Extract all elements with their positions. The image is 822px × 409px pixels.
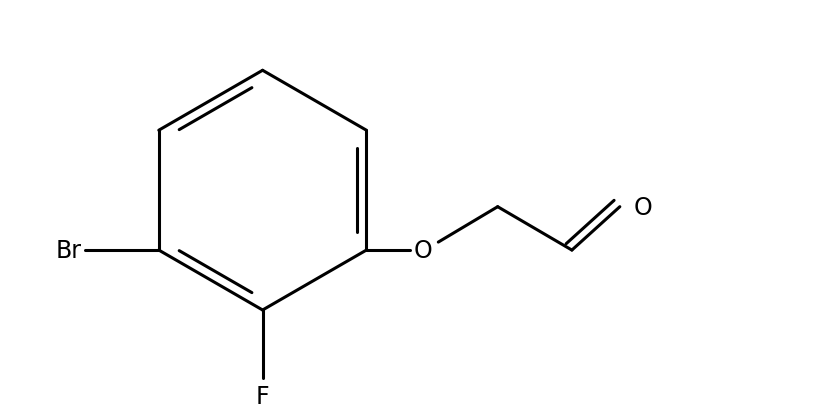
- Text: F: F: [256, 384, 270, 408]
- Text: O: O: [414, 238, 433, 263]
- Text: Br: Br: [55, 238, 81, 263]
- Text: O: O: [634, 195, 653, 219]
